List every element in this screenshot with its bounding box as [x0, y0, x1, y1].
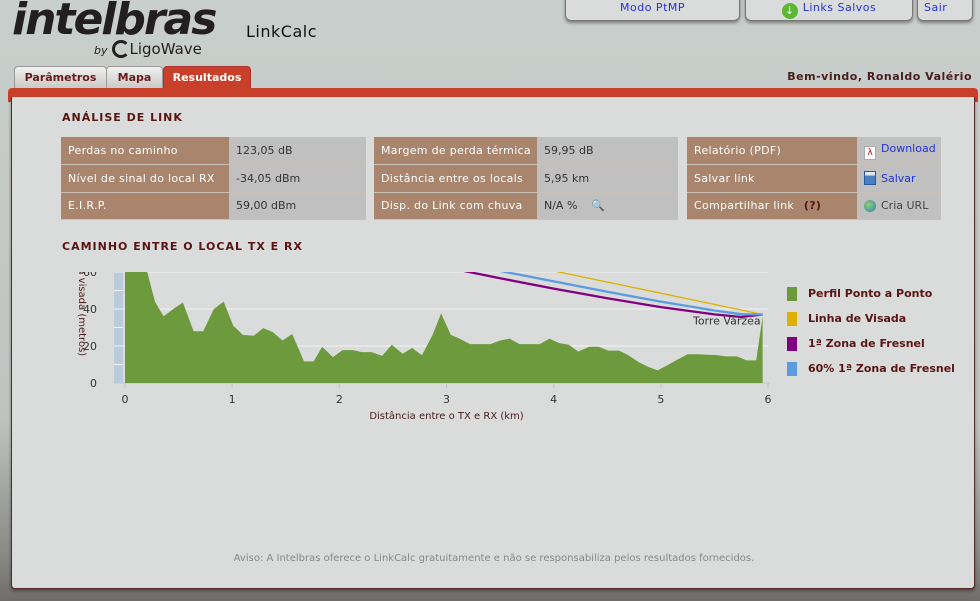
x-tick-label: 1: [229, 393, 236, 406]
table-row: Margem de perda térmica 59,95 dB: [374, 137, 678, 165]
download-label[interactable]: Download: [881, 141, 936, 155]
legend-label: 1ª Zona de Fresnel: [808, 337, 925, 350]
table-row: Relatório (PDF) λ Download: [687, 137, 941, 165]
logout-button[interactable]: Sair: [917, 0, 973, 21]
ptmp-mode-button[interactable]: Modo PtMP: [565, 0, 740, 21]
table-row: E.I.R.P. 59,00 dBm: [61, 192, 366, 220]
row-label: E.I.R.P.: [61, 192, 229, 220]
ligowave-ring-icon: [111, 40, 130, 58]
row-label: Salvar link: [687, 164, 857, 193]
partner-name: LigoWave: [129, 40, 202, 58]
row-label: Margem de perda térmica: [374, 137, 537, 165]
x-tick-label: 3: [443, 393, 450, 406]
tower-label: Torre Várzea: [692, 315, 761, 328]
ptmp-mode-label: Modo PtMP: [620, 1, 685, 14]
y-tick-label: 0: [90, 377, 97, 390]
row-value: 123,05 dB: [229, 137, 366, 165]
logout-label: Sair: [924, 1, 948, 14]
path-profile-chart: 0204060801001200123456Distância entre o …: [76, 272, 772, 422]
legend-item: Linha de Visada: [787, 312, 955, 337]
series-line-2: [463, 272, 763, 319]
analysis-table-2: Margem de perda térmica 59,95 dB Distânci…: [374, 137, 678, 220]
globe-icon: [864, 200, 876, 213]
legend-label: Perfil Ponto a Ponto: [808, 287, 933, 300]
app-title: LinkCalc: [246, 22, 317, 41]
row-label: Distância entre os locals: [374, 164, 537, 193]
save-link[interactable]: Salvar: [857, 164, 941, 193]
download-arrow-icon: ↓: [781, 3, 798, 19]
create-url-link[interactable]: Cria URL: [857, 192, 941, 220]
ligowave-logo: by LigoWave: [94, 40, 202, 58]
help-link[interactable]: (?): [803, 199, 822, 213]
legend-item: Perfil Ponto a Ponto: [787, 287, 955, 312]
series-line-1: [555, 272, 763, 316]
pdf-icon: λ: [864, 145, 876, 160]
y-tick-label: 20: [83, 340, 97, 353]
legend-item: 60% 1ª Zona de Fresnel: [787, 362, 955, 387]
row-label: Nível de sinal do local RX: [61, 164, 229, 193]
x-tick-label: 6: [765, 393, 772, 406]
row-value: -34,05 dBm: [229, 164, 366, 193]
x-tick-label: 2: [336, 393, 343, 406]
y-tick-label: 60: [83, 272, 97, 279]
legend-item: 1ª Zona de Fresnel: [787, 337, 955, 362]
table-row: Perdas no caminho 123,05 dB: [61, 137, 366, 165]
legend-label: Linha de Visada: [808, 312, 907, 325]
x-axis-label: Distância entre o TX e RX (km): [369, 410, 523, 422]
disclaimer: Aviso: A Intelbras oferece o LinkCalc gr…: [233, 553, 755, 564]
tab-resultados[interactable]: Resultados: [163, 66, 251, 89]
x-tick-label: 0: [122, 393, 129, 406]
welcome-text: Bem-vindo, Ronaldo Valério: [787, 70, 972, 83]
create-url-label[interactable]: Cria URL: [881, 199, 929, 213]
row-label: Relatório (PDF): [687, 137, 857, 165]
floppy-disk-icon: [864, 171, 876, 186]
tab-label: Parâmetros: [24, 71, 97, 84]
row-label: Perdas no caminho: [61, 137, 229, 165]
saved-links-button[interactable]: ↓ Links Salvos: [745, 0, 913, 21]
saved-links-label: Links Salvos: [802, 1, 877, 14]
table-row: Nível de sinal do local RX -34,05 dBm: [61, 164, 366, 193]
row-label: Disp. do Link com chuva: [374, 192, 537, 220]
results-panel: ANÁLISE DE LINK Perdas no caminho 123,05 …: [11, 97, 975, 589]
table-row: Distância entre os locals 5,95 km: [374, 164, 678, 193]
y-axis-label: Altura relativa da visada (metros): [76, 272, 87, 356]
legend-swatch: [787, 337, 797, 351]
table-row: Disp. do Link com chuva N/A % 🔍: [374, 192, 678, 220]
y-tick-label: 40: [83, 303, 97, 316]
terrain-profile-area: [125, 272, 763, 383]
x-tick-label: 4: [550, 393, 557, 406]
rain-availability-value: N/A %: [544, 199, 578, 213]
x-tick-label: 5: [657, 393, 664, 406]
download-pdf-link[interactable]: λ Download: [857, 137, 941, 165]
analysis-table-3: Relatório (PDF) λ Download Salvar link Salv…: [687, 137, 941, 220]
analysis-table-1: Perdas no caminho 123,05 dB Nível de sina…: [61, 137, 366, 220]
intelbras-logo: intelbras: [12, 0, 217, 45]
table-row: Salvar link Salvar: [687, 164, 941, 193]
legend-swatch: [787, 287, 797, 301]
chart-legend: Perfil Ponto a Ponto Linha de Visada 1ª Zo…: [787, 287, 955, 387]
row-value: N/A % 🔍: [537, 192, 678, 220]
save-label[interactable]: Salvar: [881, 172, 916, 186]
legend-swatch: [787, 362, 797, 376]
path-title: CAMINHO ENTRE O LOCAL TX E RX: [62, 240, 303, 253]
series-line-3: [499, 272, 763, 316]
by-text: by: [94, 44, 108, 57]
row-value: 59,95 dB: [537, 137, 678, 165]
share-link-label: Compartilhar link: [694, 199, 795, 213]
tab-parametros[interactable]: Parâmetros: [14, 66, 107, 89]
tab-label: Resultados: [172, 71, 242, 84]
tab-mapa[interactable]: Mapa: [106, 66, 163, 89]
legend-label: 60% 1ª Zona de Fresnel: [808, 362, 955, 375]
row-value: 5,95 km: [537, 164, 678, 193]
analysis-title: ANÁLISE DE LINK: [62, 111, 183, 124]
row-value: 59,00 dBm: [229, 192, 366, 220]
tab-label: Mapa: [117, 71, 152, 84]
magnifier-icon[interactable]: 🔍: [591, 199, 606, 213]
legend-swatch: [787, 312, 797, 326]
row-label: Compartilhar link (?): [687, 192, 857, 220]
table-row: Compartilhar link (?) Cria URL: [687, 192, 941, 220]
